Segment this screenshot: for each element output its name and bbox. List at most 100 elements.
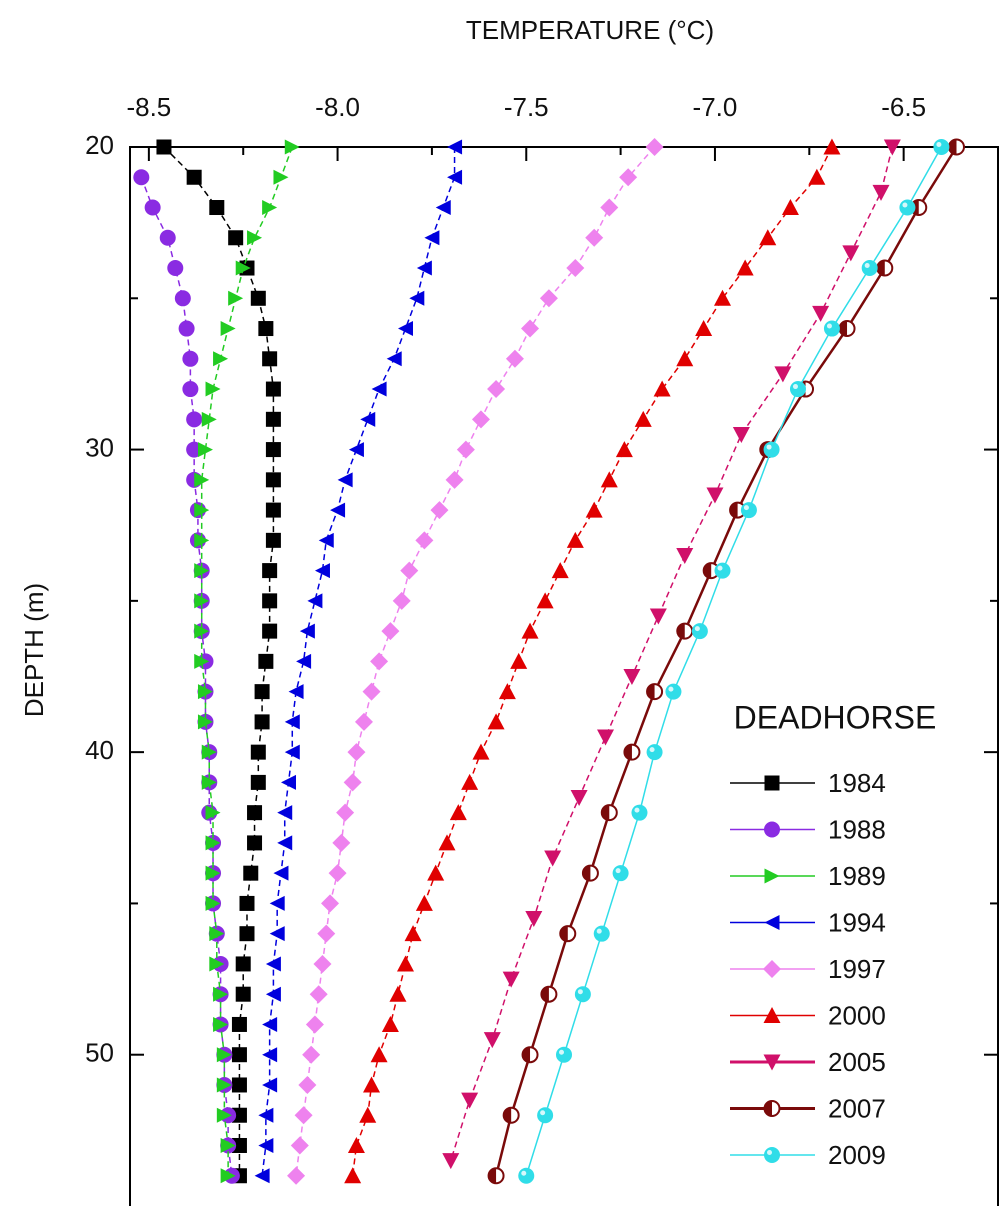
marker-shape (883, 139, 901, 156)
data-point (487, 1167, 505, 1185)
marker-shape (624, 744, 632, 760)
data-point (456, 440, 475, 459)
marker-shape (597, 729, 615, 746)
marker-shape (265, 472, 281, 488)
marker-shape (258, 321, 274, 337)
data-point (186, 411, 203, 428)
marker-shape (262, 593, 278, 609)
data-point (309, 985, 328, 1004)
legend-label: 2000 (828, 1000, 886, 1030)
legend-marker (764, 868, 780, 884)
data-point (262, 351, 278, 367)
marker-shape (933, 139, 950, 155)
marker-shape (201, 411, 217, 427)
data-point (213, 1016, 229, 1032)
marker-shape (740, 502, 757, 519)
marker-shape (277, 835, 293, 851)
marker-shape (194, 502, 210, 518)
marker-shape (677, 623, 685, 639)
data-point (194, 532, 210, 548)
marker-shape (461, 773, 479, 790)
marker-shape (415, 894, 433, 911)
marker-shape (247, 805, 263, 821)
marker-shape (182, 381, 199, 398)
data-point (615, 441, 633, 458)
marker-shape (262, 200, 278, 216)
data-point (262, 593, 278, 609)
marker-shape (574, 986, 591, 1003)
legend-marker (764, 915, 780, 930)
data-point (646, 744, 663, 761)
data-point (262, 623, 278, 639)
marker-shape (505, 349, 524, 368)
marker-shape (714, 562, 731, 579)
marker-shape (344, 1167, 362, 1184)
y-tick-label: 50 (85, 1038, 114, 1068)
data-point (133, 169, 150, 186)
legend-marker (763, 1007, 781, 1023)
marker-shape (823, 320, 840, 337)
data-point (265, 381, 281, 397)
data-point (442, 1153, 460, 1170)
data-point (521, 622, 539, 639)
marker-shape (668, 686, 674, 692)
marker-shape (307, 593, 323, 609)
marker-shape (544, 850, 562, 867)
data-point (695, 320, 713, 337)
data-point (294, 1106, 313, 1125)
data-point (521, 319, 540, 338)
marker-shape (585, 228, 604, 247)
marker-shape (347, 1136, 365, 1153)
marker-shape (634, 807, 640, 813)
data-point (612, 865, 629, 882)
data-point (483, 1032, 501, 1049)
marker-shape (205, 895, 221, 911)
data-point (505, 349, 524, 368)
data-point (574, 986, 591, 1003)
marker-shape (902, 202, 908, 208)
data-point (305, 1015, 324, 1034)
data-point (623, 669, 641, 685)
data-point (823, 320, 840, 337)
marker-shape (318, 532, 334, 548)
data-point (781, 199, 799, 216)
legend-label: 1984 (828, 768, 886, 798)
data-point (544, 850, 562, 867)
marker-shape (156, 139, 172, 155)
marker-shape (774, 366, 792, 383)
data-point (409, 290, 425, 306)
plot-frame (129, 146, 999, 1206)
marker-shape (281, 774, 297, 790)
marker-shape (201, 744, 217, 760)
data-point (178, 320, 195, 337)
marker-shape (766, 444, 772, 450)
marker-shape (370, 1046, 388, 1063)
marker-shape (201, 774, 217, 790)
marker-shape (877, 260, 885, 276)
data-point (197, 442, 213, 458)
marker-shape (456, 440, 475, 459)
marker-shape (471, 410, 490, 429)
marker-shape (566, 531, 584, 548)
data-point (343, 773, 362, 792)
marker-shape (258, 653, 274, 669)
marker-shape (381, 622, 400, 641)
data-point (631, 804, 648, 821)
marker-shape (396, 955, 414, 972)
data-point (194, 502, 210, 518)
data-point (536, 592, 554, 609)
data-point (518, 1167, 535, 1184)
data-point (265, 986, 281, 1002)
marker-shape (228, 290, 244, 306)
data-point (883, 139, 901, 156)
data-point (194, 472, 210, 488)
y-tick-label: 30 (85, 432, 114, 462)
data-point (740, 502, 757, 519)
data-point (597, 729, 615, 746)
data-point (510, 652, 528, 669)
legend-label: 1989 (828, 861, 886, 891)
data-point (317, 924, 336, 943)
data-point (330, 502, 346, 518)
data-point (899, 199, 916, 216)
marker-shape (449, 804, 467, 821)
